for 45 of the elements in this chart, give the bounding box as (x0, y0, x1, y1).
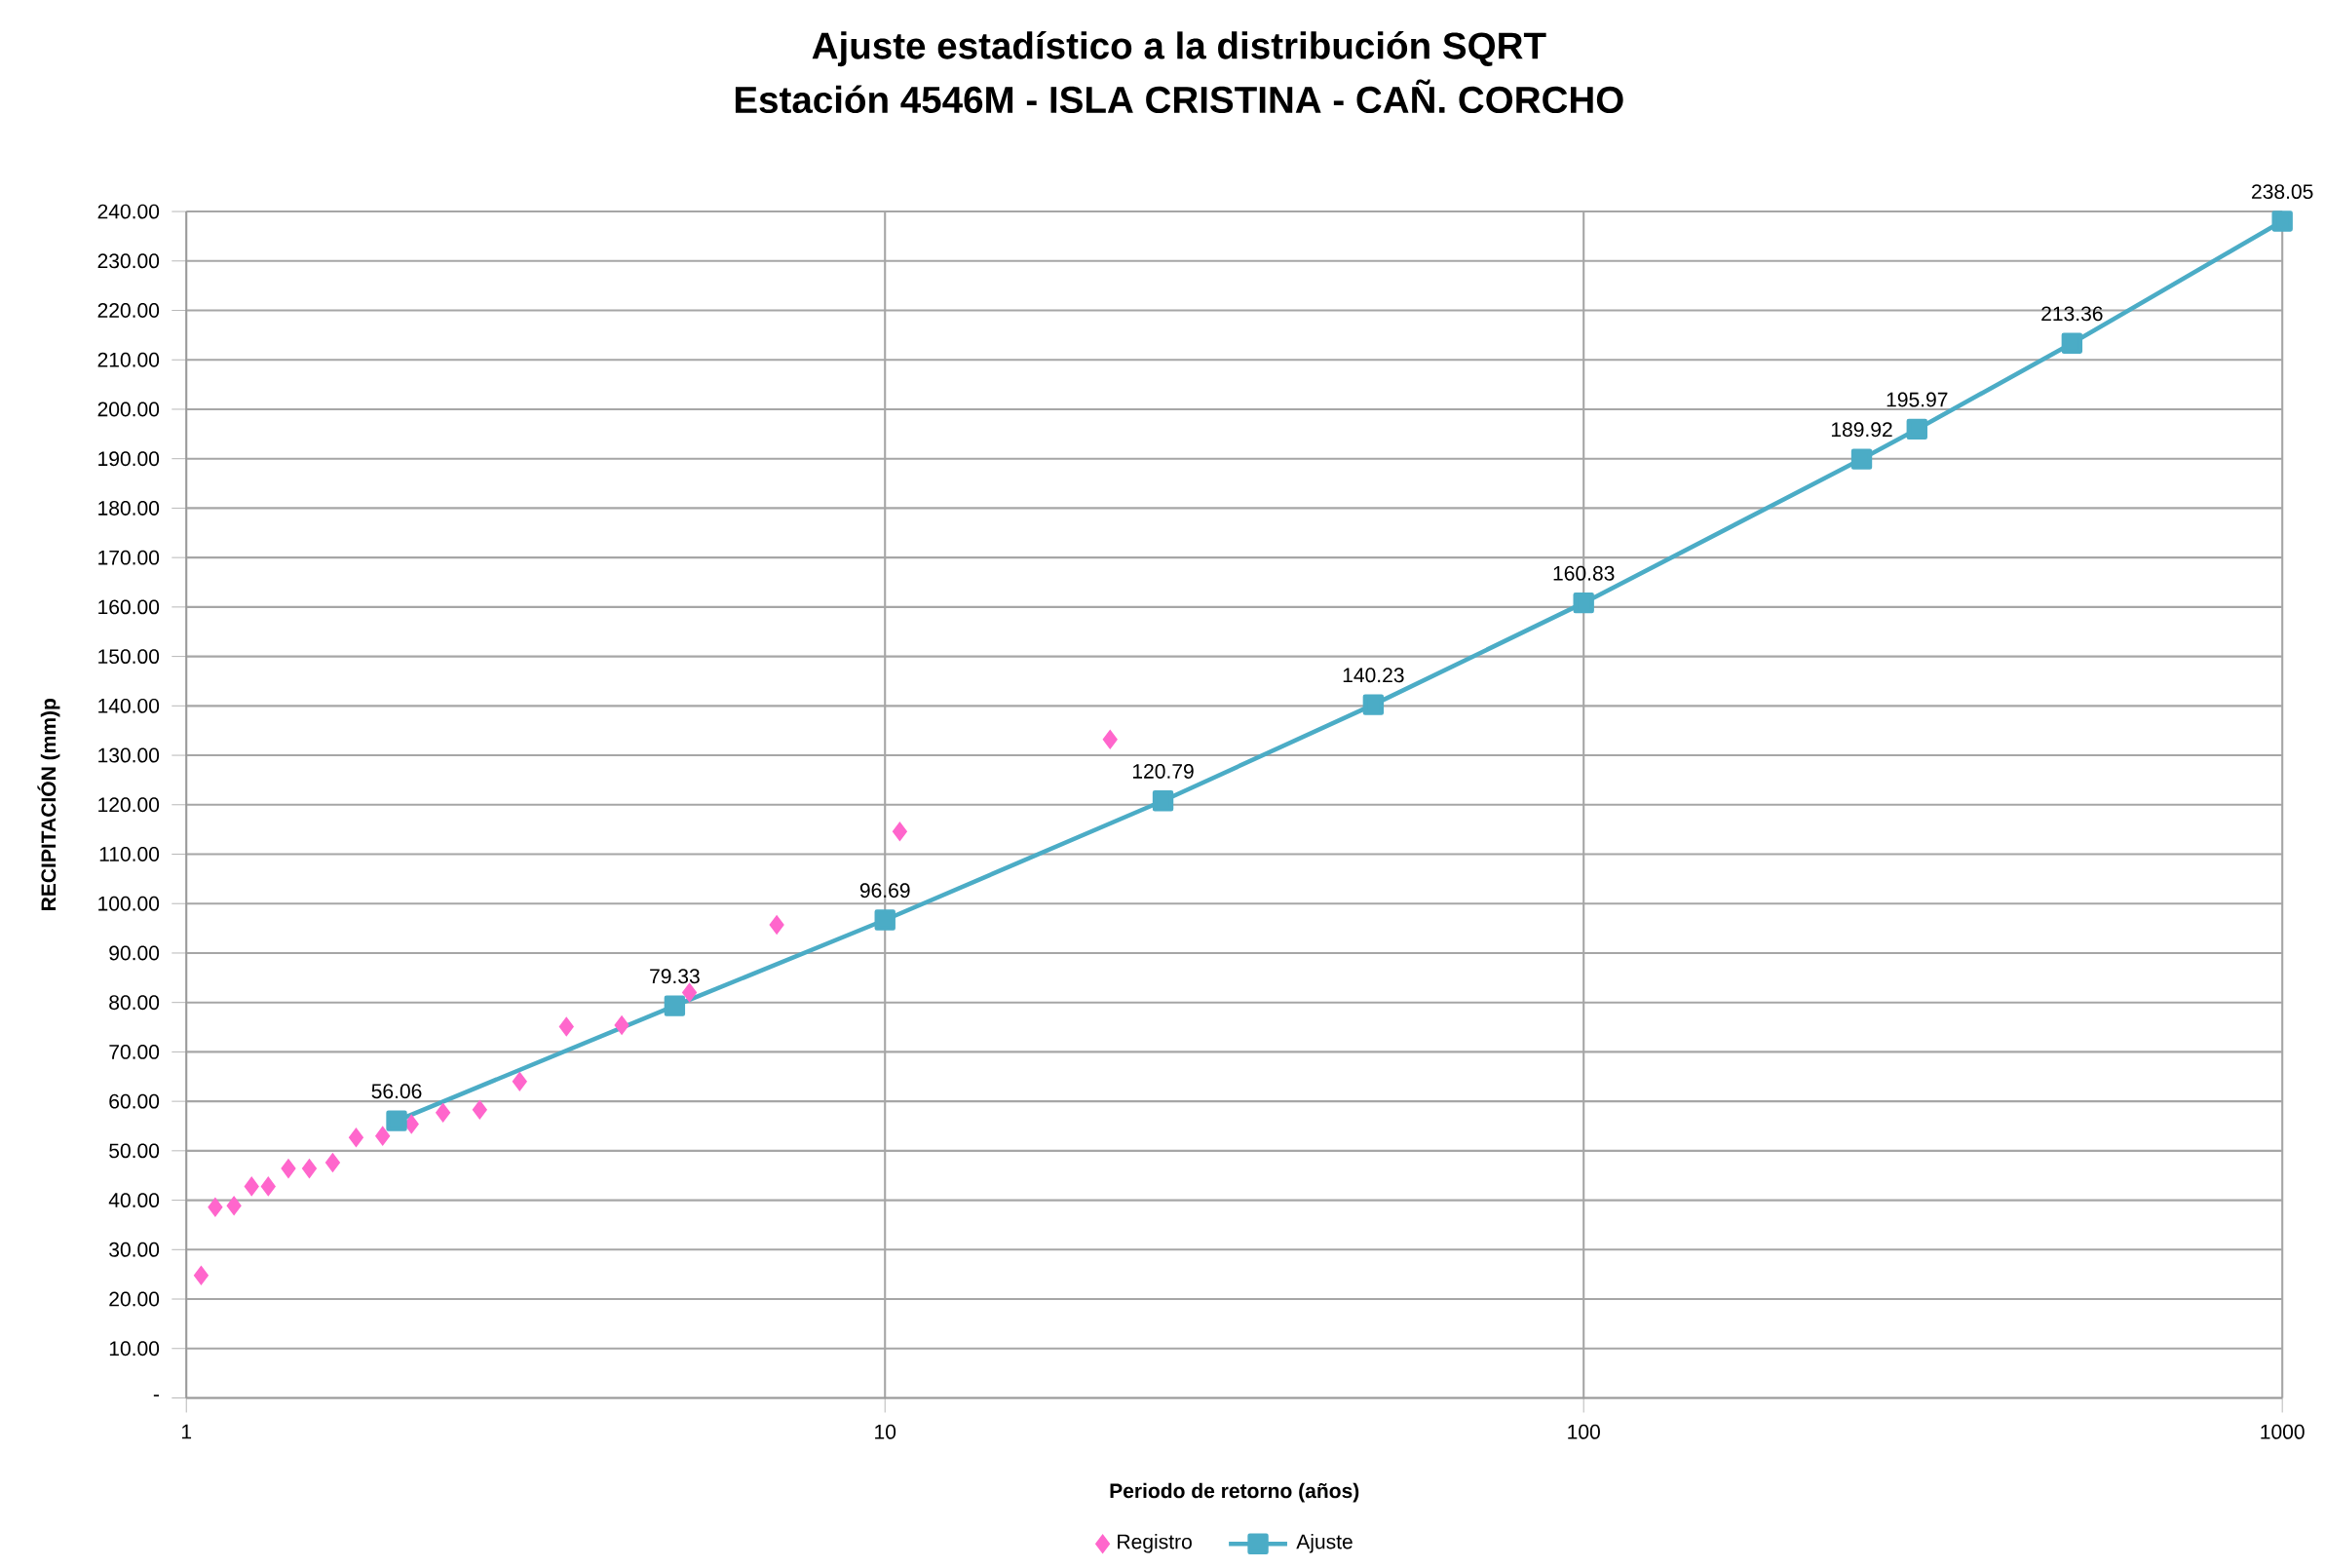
y-tick-label: 80.00 (109, 995, 160, 1011)
chart-title: Ajuste estadístico a la distribución SQRT (812, 31, 1546, 67)
y-tick-label: 100.00 (98, 897, 160, 911)
y-tick-label: 190.00 (98, 451, 160, 467)
data-label: 238.05 (2252, 184, 2313, 200)
y-tick-label: 110.00 (99, 847, 160, 862)
x-axis-title: Periodo de retorno (años) (1110, 1483, 1359, 1503)
chart-subtitle: Estación 4546M - ISLA CRISTINA - CAÑ. CORCHO (735, 79, 1623, 114)
x-tick-label: 100 (1568, 1425, 1600, 1439)
y-tick-label: 50.00 (109, 1143, 160, 1159)
legend-label: Registro (1118, 1534, 1192, 1553)
data-label: 160.83 (1553, 566, 1615, 582)
data-label: 96.69 (859, 883, 910, 899)
y-tick-label: 200.00 (97, 402, 160, 417)
y-tick-label: 170.00 (98, 550, 160, 565)
y-tick-label: 240.00 (97, 204, 160, 219)
data-label: 213.36 (2041, 306, 2103, 322)
y-axis-title: RECIPITACIÓN (mm)p (37, 699, 60, 911)
y-tick-label: 120.00 (98, 797, 160, 813)
y-tick-label: 160.00 (98, 599, 160, 615)
data-label: 140.23 (1343, 668, 1404, 683)
y-tick-label: 60.00 (109, 1093, 160, 1109)
y-tick-label: 90.00 (109, 945, 160, 961)
y-tick-label: 30.00 (109, 1243, 160, 1258)
legend-label: Ajuste (1296, 1534, 1353, 1553)
x-tick-label: 1000 (2261, 1425, 2305, 1439)
y-tick-label: 10.00 (109, 1341, 160, 1357)
y-tick-label: - (153, 1395, 160, 1397)
data-label: 120.79 (1132, 764, 1194, 780)
y-tick-label: 140.00 (98, 699, 160, 714)
y-tick-label: 150.00 (98, 649, 160, 665)
y-tick-label: 20.00 (109, 1291, 160, 1307)
data-label: 56.06 (371, 1084, 422, 1099)
y-tick-label: 220.00 (97, 303, 160, 319)
x-tick-label: 10 (875, 1425, 896, 1439)
data-label: 79.33 (650, 969, 700, 984)
y-tick-label: 210.00 (97, 353, 160, 367)
y-tick-label: 40.00 (108, 1193, 160, 1208)
y-tick-label: 70.00 (109, 1045, 160, 1060)
data-label: 189.92 (1831, 422, 1892, 438)
y-tick-label: 130.00 (98, 747, 160, 763)
data-label: 195.97 (1887, 392, 1948, 407)
y-tick-label: 180.00 (98, 501, 160, 516)
y-tick-label: 230.00 (97, 253, 160, 269)
x-tick-label: 1 (181, 1425, 192, 1439)
